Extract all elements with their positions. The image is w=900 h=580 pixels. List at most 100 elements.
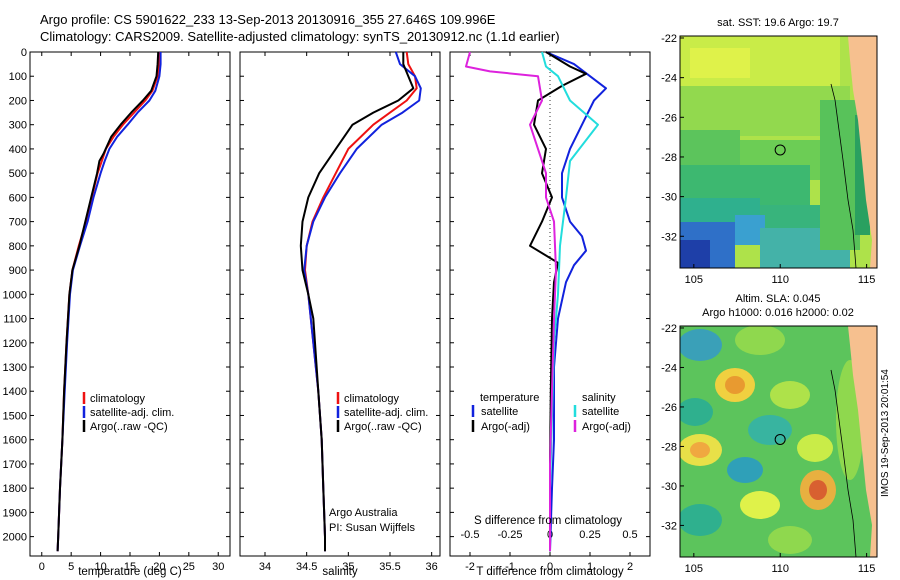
x-tick-label: 10 bbox=[94, 561, 106, 573]
legend-satellite: satellite-adj. clim. bbox=[90, 407, 174, 419]
x-tick-label: 35.5 bbox=[379, 561, 400, 573]
y-tick-label: 300 bbox=[9, 120, 27, 132]
y-tick-label: 1700 bbox=[3, 459, 27, 471]
map-x-tick-label: 110 bbox=[771, 563, 789, 575]
y-tick-label: 1400 bbox=[3, 386, 27, 398]
sst-map-title: sat. SST: 19.6 Argo: 19.7 bbox=[717, 17, 839, 29]
salinity-xlabel: salinity bbox=[322, 566, 357, 578]
series-line-temperature-argo bbox=[56, 51, 160, 552]
series-line-difference-argo bbox=[529, 51, 587, 552]
legend-temp-satellite: satellite bbox=[481, 406, 518, 418]
y-tick-label: 1300 bbox=[3, 362, 27, 374]
map-y-tick-label: -22 bbox=[661, 33, 677, 45]
y-tick-label: 100 bbox=[9, 71, 27, 83]
map-y-tick-label: -28 bbox=[661, 441, 677, 453]
series-line-salinity-satellite bbox=[303, 51, 422, 552]
series-line-salinity-argo bbox=[299, 52, 415, 552]
legend-satellite: satellite-adj. clim. bbox=[344, 407, 428, 419]
y-tick-label: 0 bbox=[21, 47, 27, 59]
temperature-legend: climatology satellite-adj. clim. Argo(..… bbox=[82, 392, 174, 433]
series-line-salinity-climatology bbox=[304, 51, 418, 552]
y-tick-label: 1000 bbox=[3, 289, 27, 301]
y-tick-label: 400 bbox=[9, 144, 27, 156]
x-tick-label: -1 bbox=[505, 561, 515, 573]
y-tick-label: 1900 bbox=[3, 507, 27, 519]
y-tick-label: 600 bbox=[9, 192, 27, 204]
map-x-tick-label: 105 bbox=[685, 274, 703, 286]
legend-sal-argo: Argo(-adj) bbox=[582, 421, 631, 433]
x-tick-label: 1 bbox=[587, 561, 593, 573]
map-y-tick-label: -22 bbox=[661, 323, 677, 335]
argo-position-marker bbox=[774, 144, 786, 156]
map-x-tick-label: 115 bbox=[858, 274, 876, 286]
chart-title-line2: Climatology: CARS2009. Satellite-adjuste… bbox=[40, 29, 560, 44]
x-tick-label: 0 bbox=[547, 561, 553, 573]
pi-name: PI: Susan Wijffels bbox=[329, 522, 415, 534]
x-tick-label: 35 bbox=[342, 561, 354, 573]
salinity-legend: climatology satellite-adj. clim. Argo(..… bbox=[329, 392, 428, 534]
map-y-tick-label: -28 bbox=[661, 152, 677, 164]
x-tick-label: 5 bbox=[68, 561, 74, 573]
salinity-axes bbox=[239, 51, 441, 557]
map-y-tick-label: -30 bbox=[661, 192, 677, 204]
map-y-tick-label: -26 bbox=[661, 112, 677, 124]
map-x-tick-label: 115 bbox=[858, 563, 876, 575]
series-line-temperature-satellite bbox=[56, 52, 162, 552]
y-tick-label: 1800 bbox=[3, 483, 27, 495]
sst-map-axes bbox=[679, 35, 878, 269]
y-tick-label: 1100 bbox=[3, 314, 27, 326]
y-tick-label: 800 bbox=[9, 241, 27, 253]
legend-argo: Argo(..raw -QC) bbox=[90, 421, 168, 433]
x-tick-label: 20 bbox=[153, 561, 165, 573]
sla-map-axes bbox=[679, 325, 878, 558]
chart-title-line1: Argo profile: CS 5901622_233 13-Sep-2013… bbox=[40, 12, 496, 27]
y-tick-label: 900 bbox=[9, 265, 27, 277]
difference-top-xlabel: S difference from climatology bbox=[474, 515, 622, 527]
x-tick-label: 15 bbox=[124, 561, 136, 573]
x-tick-label: 34.5 bbox=[296, 561, 317, 573]
y-tick-label: 200 bbox=[9, 95, 27, 107]
map-y-tick-label: -26 bbox=[661, 402, 677, 414]
x-tick-label: 34 bbox=[259, 561, 271, 573]
map-x-tick-label: 110 bbox=[771, 274, 789, 286]
difference-xlabel: T difference from climatology bbox=[476, 566, 623, 578]
map-y-tick-label: -32 bbox=[661, 231, 677, 243]
y-tick-label: 1200 bbox=[3, 338, 27, 350]
legend-salinity-title: salinity bbox=[582, 392, 616, 404]
x-tick-label: 0 bbox=[39, 561, 45, 573]
top-tick-label: 0.5 bbox=[622, 529, 637, 541]
legend-temperature-title: temperature bbox=[480, 392, 539, 404]
y-tick-label: 2000 bbox=[3, 532, 27, 544]
x-tick-label: -2 bbox=[465, 561, 475, 573]
x-tick-label: 30 bbox=[212, 561, 224, 573]
argo-position-marker bbox=[774, 433, 786, 445]
difference-legend: temperature satellite Argo(-adj) salinit… bbox=[471, 392, 631, 433]
map-y-tick-label: -30 bbox=[661, 481, 677, 493]
x-tick-label: 25 bbox=[183, 561, 195, 573]
legend-climatology: climatology bbox=[90, 393, 146, 405]
series-line-difference-argo_magenta bbox=[465, 51, 557, 552]
top-tick-label: 0.25 bbox=[579, 529, 600, 541]
y-tick-label: 500 bbox=[9, 168, 27, 180]
map-x-tick-label: 105 bbox=[685, 563, 703, 575]
series-line-temperature-climatology bbox=[56, 51, 161, 552]
series-layer bbox=[56, 51, 607, 552]
x-tick-label: 2 bbox=[627, 561, 633, 573]
legend-climatology: climatology bbox=[344, 393, 400, 405]
y-tick-label: 1600 bbox=[3, 435, 27, 447]
sla-map-raster bbox=[680, 326, 877, 557]
map-y-tick-label: -24 bbox=[661, 362, 677, 374]
sla-map-title-line2: Argo h1000: 0.016 h2000: 0.02 bbox=[702, 307, 854, 319]
legend-temp-argo: Argo(-adj) bbox=[481, 421, 530, 433]
x-tick-label: 36 bbox=[426, 561, 438, 573]
y-tick-label: 1500 bbox=[3, 410, 27, 422]
temperature-xlabel: temperature (deg C) bbox=[78, 566, 182, 578]
map-y-tick-label: -32 bbox=[661, 520, 677, 532]
legend-argo: Argo(..raw -QC) bbox=[344, 421, 422, 433]
tick-layer: 0100200300400500600700800900100011001200… bbox=[3, 33, 876, 575]
sst-map-raster bbox=[680, 36, 877, 268]
top-tick-label: -0.25 bbox=[497, 529, 522, 541]
top-tick-label: -0.5 bbox=[461, 529, 480, 541]
sla-map-title-line1: Altim. SLA: 0.045 bbox=[736, 293, 821, 305]
